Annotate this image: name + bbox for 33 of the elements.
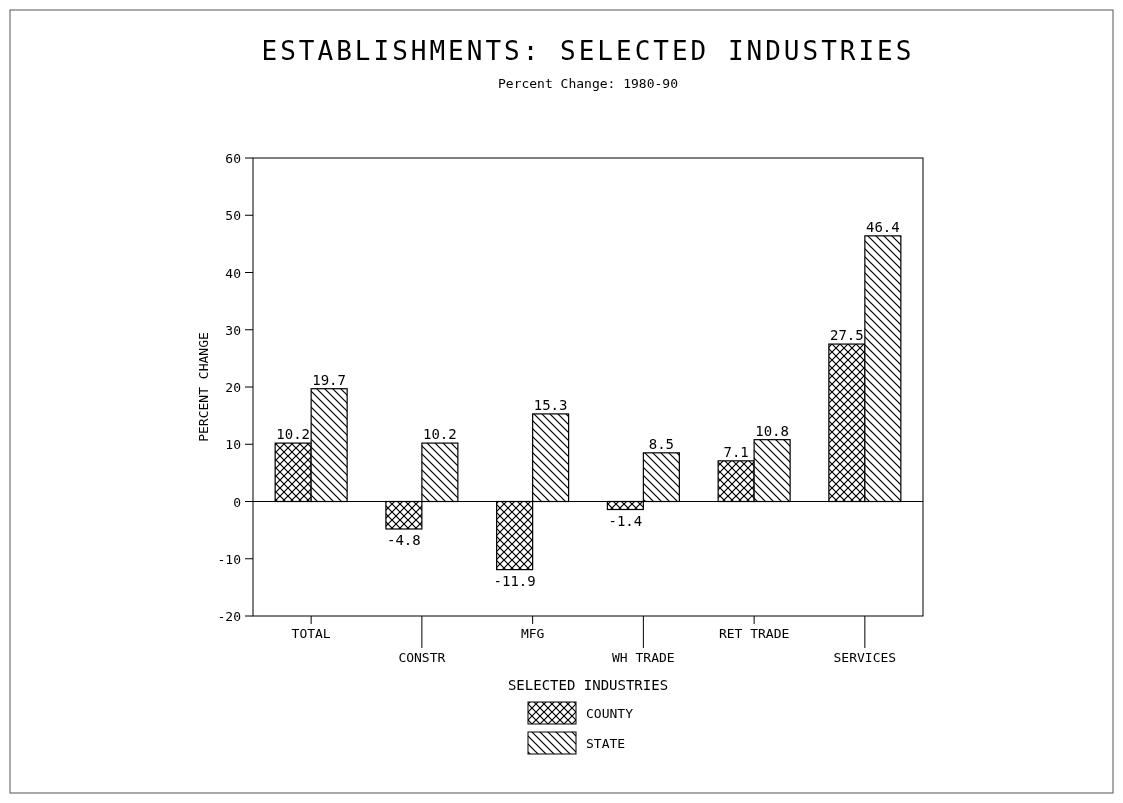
data-label: -4.8 — [387, 531, 421, 548]
data-label: -1.4 — [608, 512, 643, 529]
y-tick-label: 40 — [225, 265, 241, 281]
chart-title: ESTABLISHMENTS: SELECTED INDUSTRIES — [261, 36, 915, 66]
y-tick-label: 50 — [225, 208, 241, 224]
data-label: 10.8 — [755, 422, 789, 439]
data-label: 15.3 — [533, 396, 568, 413]
chart-subtitle: Percent Change: 1980-90 — [497, 76, 679, 91]
y-tick-label: 10 — [225, 437, 241, 453]
x-tick-label: RET TRADE — [718, 626, 790, 641]
y-tick-label: 20 — [225, 380, 241, 395]
data-label: -11.9 — [493, 572, 536, 589]
data-label: 7.1 — [723, 443, 749, 460]
data-label: 27.5 — [830, 327, 864, 344]
x-tick-label: SERVICES — [833, 650, 897, 665]
data-label: 10.2 — [423, 426, 457, 443]
legend-label: COUNTY — [586, 706, 634, 721]
y-tick-label: -20 — [217, 609, 241, 624]
x-tick-label: MFG — [520, 626, 545, 641]
data-label: 46.4 — [866, 218, 900, 235]
x-tick-label: CONSTR — [398, 650, 446, 665]
legend-label: STATE — [586, 736, 626, 751]
y-tick-label: 30 — [225, 322, 241, 338]
x-tick-label: WH TRADE — [612, 650, 675, 665]
data-label: 8.5 — [648, 435, 675, 452]
data-label: 19.7 — [312, 371, 346, 388]
y-tick-label: 0 — [233, 494, 241, 510]
y-axis-title: PERCENT CHANGE — [196, 332, 211, 442]
legend-title: SELECTED INDUSTRIES — [507, 677, 669, 693]
x-tick-label: TOTAL — [291, 626, 331, 641]
y-tick-label: 60 — [225, 151, 241, 166]
data-label: 10.2 — [276, 426, 310, 443]
y-tick-label: -10 — [217, 551, 241, 567]
